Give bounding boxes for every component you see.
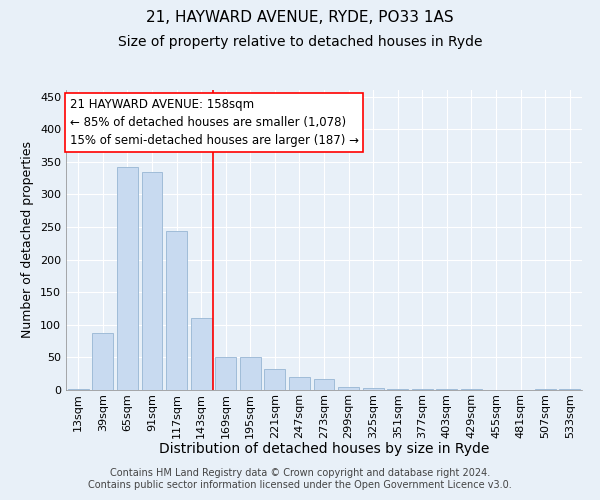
- Bar: [92, 332, 113, 390]
- Bar: [240, 358, 261, 390]
- Text: Size of property relative to detached houses in Ryde: Size of property relative to detached ho…: [118, 35, 482, 49]
- Bar: [142, 172, 163, 390]
- Text: Distribution of detached houses by size in Ryde: Distribution of detached houses by size …: [159, 442, 489, 456]
- Bar: [314, 379, 334, 390]
- Bar: [191, 318, 212, 390]
- Text: 21, HAYWARD AVENUE, RYDE, PO33 1AS: 21, HAYWARD AVENUE, RYDE, PO33 1AS: [146, 10, 454, 25]
- Bar: [289, 377, 310, 390]
- Y-axis label: Number of detached properties: Number of detached properties: [22, 142, 34, 338]
- Bar: [362, 388, 383, 390]
- Bar: [265, 369, 286, 390]
- Bar: [166, 231, 187, 390]
- Bar: [68, 388, 89, 390]
- Bar: [338, 386, 359, 390]
- Text: Contains HM Land Registry data © Crown copyright and database right 2024.
Contai: Contains HM Land Registry data © Crown c…: [88, 468, 512, 490]
- Bar: [215, 358, 236, 390]
- Text: 21 HAYWARD AVENUE: 158sqm
← 85% of detached houses are smaller (1,078)
15% of se: 21 HAYWARD AVENUE: 158sqm ← 85% of detac…: [70, 98, 359, 147]
- Bar: [117, 167, 138, 390]
- Bar: [387, 388, 408, 390]
